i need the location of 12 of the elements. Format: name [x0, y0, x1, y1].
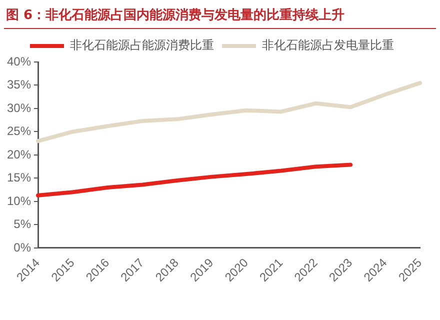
y-tick-label: 15% — [6, 170, 32, 185]
y-tick-label: 5% — [14, 217, 32, 232]
chart-title: 图 6：非化石能源占国内能源消费与发电量的比重持续上升 — [6, 6, 345, 24]
y-tick-label: 25% — [6, 124, 32, 138]
y-tick-label: 10% — [6, 194, 32, 208]
y-tick-label: 35% — [6, 78, 32, 92]
y-tick-label: 30% — [6, 100, 32, 115]
legend-label: 非化石能源占能源消费比重 — [70, 38, 214, 52]
y-tick-label: 20% — [6, 147, 32, 162]
legend-label: 非化石能源占发电量比重 — [262, 38, 394, 52]
y-tick-label: 0% — [14, 240, 32, 254]
y-tick-label: 40% — [6, 54, 32, 68]
